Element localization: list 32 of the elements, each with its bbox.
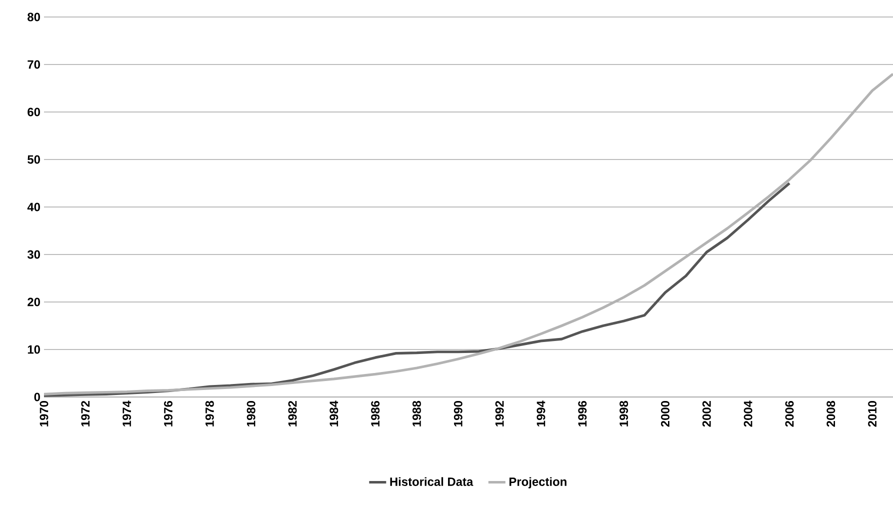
x-tick-label: 2002 <box>702 401 711 427</box>
x-tick-label: 1976 <box>164 400 172 426</box>
y-tick-label: 40 <box>27 202 40 212</box>
x-tick-label: 1982 <box>288 401 297 426</box>
x-tick-label: 1984 <box>330 400 338 426</box>
y-tick-label: 50 <box>28 155 40 164</box>
y-tick-label: 80 <box>28 12 40 22</box>
y-tick-label: 30 <box>27 250 40 259</box>
y-tick-label: 70 <box>28 60 40 69</box>
y-tick-label: 60 <box>28 108 40 116</box>
legend-label: Projection <box>509 477 566 488</box>
x-tick-label: 1980 <box>246 401 256 426</box>
x-tick-label: 2006 <box>785 400 794 427</box>
x-tick-label: 1988 <box>412 400 421 426</box>
x-tick-label: 2010 <box>868 401 877 427</box>
x-tick-label: 1972 <box>81 401 90 426</box>
x-tick-label: 1978 <box>205 400 214 426</box>
x-tick-label: 2004 <box>744 400 752 427</box>
x-tick-label: 2008 <box>826 400 836 427</box>
y-tick-label: 20 <box>28 298 40 306</box>
x-tick-label: 1998 <box>620 400 628 426</box>
x-tick-label: 1970 <box>40 401 48 426</box>
x-tick-label: 1974 <box>122 400 132 426</box>
legend-label: Historical Data <box>390 477 474 486</box>
x-tick-label: 2000 <box>660 401 670 427</box>
x-tick-label: 1996 <box>578 400 587 426</box>
x-tick-label: 1994 <box>536 400 546 426</box>
x-tick-label: 1990 <box>454 401 462 426</box>
y-tick-label: 0 <box>34 392 40 402</box>
x-tick-label: 1986 <box>371 400 380 426</box>
y-tick-label: 10 <box>28 345 40 354</box>
x-tick-label: 1992 <box>495 401 504 426</box>
